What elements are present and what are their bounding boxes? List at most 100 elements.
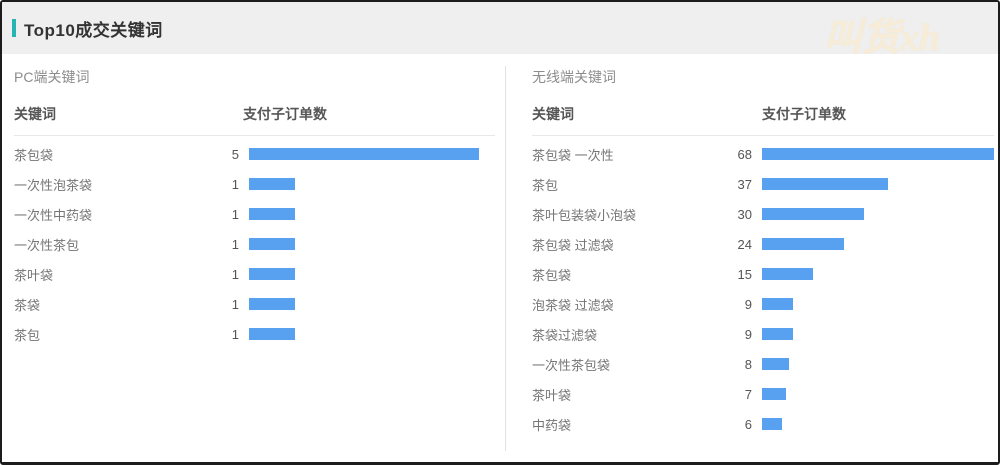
column-headers: 关键词 支付子订单数 — [532, 104, 994, 136]
pc-keywords-section: PC端关键词 关键词 支付子订单数 茶包袋 5 一次性泡茶袋 1 一次性中药袋 1 一次性茶… — [2, 54, 505, 451]
keyword-label: 茶袋 — [14, 297, 41, 313]
table-row: 一次性茶包 1 — [14, 229, 495, 259]
table-row: 茶包袋 15 — [532, 259, 994, 289]
section-title: 无线端关键词 — [532, 69, 616, 85]
table-row: 一次性中药袋 1 — [14, 199, 495, 229]
bar-track — [249, 178, 479, 190]
pc-keyword-rows: 茶包袋 5 一次性泡茶袋 1 一次性中药袋 1 一次性茶包 1 茶叶袋 1 茶袋 1 茶包 1 — [14, 136, 495, 349]
panel-content: PC端关键词 关键词 支付子订单数 茶包袋 5 一次性泡茶袋 1 一次性中药袋 1 一次性茶… — [2, 54, 998, 451]
bar — [762, 148, 994, 160]
bar-track — [762, 268, 994, 280]
order-count: 1 — [231, 236, 239, 252]
order-count: 68 — [737, 146, 752, 162]
keyword-label: 一次性泡茶袋 — [14, 177, 93, 193]
keyword-label: 茶包袋 一次性 — [532, 147, 614, 163]
order-count: 15 — [737, 266, 752, 282]
keyword-label: 泡茶袋 过滤袋 — [532, 297, 614, 313]
accent-bar-icon — [12, 19, 16, 37]
table-row: 茶叶包装袋小泡袋 30 — [532, 199, 994, 229]
column-header-orders: 支付子订单数 — [762, 106, 846, 122]
table-row: 茶包袋 一次性 68 — [532, 139, 994, 169]
bar — [249, 238, 295, 250]
bar — [249, 328, 295, 340]
table-row: 中药袋 6 — [532, 409, 994, 439]
bar — [762, 328, 793, 340]
bar-track — [762, 358, 994, 370]
panel-header: Top10成交关键词 叫货xh — [2, 2, 998, 59]
bar-track — [762, 328, 994, 340]
keyword-label: 茶包袋 — [14, 147, 54, 163]
bar — [249, 208, 295, 220]
order-count: 1 — [231, 176, 239, 192]
keyword-label: 茶袋过滤袋 — [532, 327, 598, 343]
bar — [762, 238, 844, 250]
bar — [762, 418, 783, 430]
keyword-label: 茶包 — [14, 327, 41, 343]
keyword-label: 一次性中药袋 — [14, 207, 93, 223]
bar-track — [249, 268, 479, 280]
bar-track — [762, 238, 994, 250]
table-row: 茶包 1 — [14, 319, 495, 349]
bar — [249, 298, 295, 310]
bar-track — [762, 418, 994, 430]
order-count: 1 — [231, 266, 239, 282]
order-count: 5 — [231, 146, 239, 162]
column-header-orders: 支付子订单数 — [243, 106, 327, 122]
table-row: 一次性泡茶袋 1 — [14, 169, 495, 199]
bar-track — [762, 298, 994, 310]
column-headers: 关键词 支付子订单数 — [14, 104, 495, 136]
bar-track — [762, 148, 994, 160]
keyword-label: 茶包 — [532, 177, 559, 193]
bar — [249, 148, 479, 160]
page-title: Top10成交关键词 — [24, 20, 163, 40]
bar-track — [762, 208, 994, 220]
keyword-label: 一次性茶包袋 — [532, 357, 611, 373]
keyword-label: 茶包袋 过滤袋 — [532, 237, 614, 253]
table-row: 一次性茶包袋 8 — [532, 349, 994, 379]
order-count: 24 — [737, 236, 752, 252]
bar — [249, 178, 295, 190]
order-count: 9 — [744, 296, 752, 312]
keyword-label: 茶包袋 — [532, 267, 572, 283]
order-count: 8 — [744, 356, 752, 372]
table-row: 茶袋过滤袋 9 — [532, 319, 994, 349]
bar-track — [249, 328, 479, 340]
table-row: 茶叶袋 7 — [532, 379, 994, 409]
table-row: 茶包袋 过滤袋 24 — [532, 229, 994, 259]
order-count: 1 — [231, 326, 239, 342]
order-count: 37 — [737, 176, 752, 192]
bar — [762, 298, 793, 310]
order-count: 30 — [737, 206, 752, 222]
vertical-divider — [505, 66, 506, 451]
bar — [762, 268, 814, 280]
keyword-label: 茶叶袋 — [14, 267, 54, 283]
bar-track — [762, 178, 994, 190]
keyword-label: 一次性茶包 — [14, 237, 80, 253]
bar — [249, 268, 295, 280]
bar-track — [249, 238, 479, 250]
table-row: 茶袋 1 — [14, 289, 495, 319]
bar — [762, 208, 865, 220]
column-header-keyword: 关键词 — [532, 106, 574, 122]
keyword-label: 中药袋 — [532, 417, 572, 433]
column-header-keyword: 关键词 — [14, 106, 56, 122]
table-row: 茶叶袋 1 — [14, 259, 495, 289]
order-count: 1 — [231, 296, 239, 312]
bar — [762, 178, 889, 190]
watermark: 叫货xh — [823, 17, 940, 59]
order-count: 1 — [231, 206, 239, 222]
table-row: 茶包 37 — [532, 169, 994, 199]
bar-track — [762, 388, 994, 400]
table-row: 茶包袋 5 — [14, 139, 495, 169]
bar-track — [249, 148, 479, 160]
table-row: 泡茶袋 过滤袋 9 — [532, 289, 994, 319]
wireless-keyword-rows: 茶包袋 一次性 68 茶包 37 茶叶包装袋小泡袋 30 茶包袋 过滤袋 24 茶包袋 15 泡茶袋… — [532, 136, 994, 439]
order-count: 6 — [744, 416, 752, 432]
order-count: 9 — [744, 326, 752, 342]
bar — [762, 388, 786, 400]
order-count: 7 — [744, 386, 752, 402]
keyword-label: 茶叶包装袋小泡袋 — [532, 207, 637, 223]
section-title: PC端关键词 — [14, 69, 90, 85]
bar-track — [249, 298, 479, 310]
